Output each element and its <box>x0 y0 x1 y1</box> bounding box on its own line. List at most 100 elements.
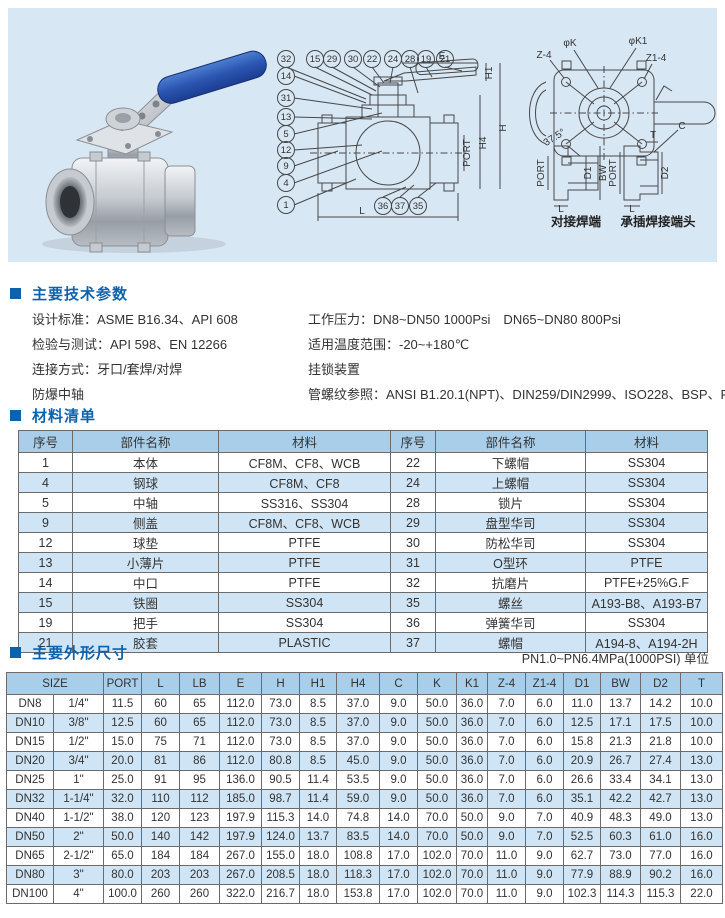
table-cell: 70.0 <box>417 808 457 828</box>
table-cell: 71 <box>179 732 220 752</box>
table-cell: 27.4 <box>640 751 681 771</box>
table-cell: 17.0 <box>379 846 418 866</box>
table-cell: 50.0 <box>417 694 457 714</box>
table-row: DN15 1/2" 15.0 75 71 112.0 73.0 8.5 37.0 9.0 50.0 3… <box>6 732 723 752</box>
table-cell: 14 <box>18 572 73 593</box>
table-row: DN32 1-1/4" 32.0 110 112 185.0 98.7 11.4 59.0 9.0… <box>6 789 723 809</box>
tech-params-section-header: 主要技术参数 <box>10 284 128 303</box>
table-row: 14 中口 PTFE 32 抗磨片 PTFE+25%G.F <box>18 572 708 593</box>
param-item: 工作压力：DN8~DN50 1000Psi DN65~DN80 800Psi <box>308 312 621 327</box>
table-cell: 11.0 <box>487 884 526 904</box>
table-cell: 13.0 <box>680 789 723 809</box>
table-cell: 50.0 <box>417 732 457 752</box>
table-cell: 36 <box>390 612 436 633</box>
table-cell: 260 <box>179 884 220 904</box>
table-cell: 77.9 <box>563 865 601 885</box>
table-cell: CF8M、CF8、WCB <box>218 512 391 533</box>
dim-label-h1: H1 <box>484 66 495 79</box>
table-cell: 13.7 <box>600 694 641 714</box>
dim-label-bw: BW <box>598 164 609 181</box>
header-cell: 部件名称 <box>72 430 219 453</box>
table-row: DN50 2" 50.0 140 142 197.9 124.0 13.7 83.5 14.0 70… <box>6 827 723 847</box>
table-cell: 112 <box>179 789 220 809</box>
table-cell: 11.0 <box>563 694 601 714</box>
table-cell: 7.0 <box>487 770 526 790</box>
table-cell: 17.0 <box>379 884 418 904</box>
table-cell: 95 <box>179 770 220 790</box>
table-cell: 25.0 <box>103 770 142 790</box>
table-cell: SS316、SS304 <box>218 492 391 513</box>
table-cell: 74.8 <box>336 808 380 828</box>
table-cell: 22.0 <box>680 884 723 904</box>
header-cell: 材料 <box>218 430 391 453</box>
param-item: 适用温度范围：-20~+180℃ <box>308 337 470 352</box>
header-cell: 部件名称 <box>435 430 586 453</box>
table-cell: 9 <box>18 512 73 533</box>
table-cell: DN65 <box>6 846 54 866</box>
section-title: 主要外形尺寸 <box>32 644 129 662</box>
table-cell: 盘型华司 <box>435 512 586 533</box>
table-cell: 31 <box>390 552 436 573</box>
table-cell: 37.0 <box>336 732 380 752</box>
table-cell: SS304 <box>585 492 708 513</box>
table-cell: 12.5 <box>563 713 601 733</box>
table-cell: 90.5 <box>261 770 300 790</box>
table-cell: 73.0 <box>261 694 300 714</box>
table-row: DN20 3/4" 20.0 81 86 112.0 80.8 8.5 45.0 9.0 50.0 3… <box>6 751 723 771</box>
param-item: 连接方式：牙口/套焊/对焊 <box>32 362 183 377</box>
table-cell: 124.0 <box>261 827 300 847</box>
dim-label-d1: D1 <box>583 166 594 179</box>
table-cell: 140 <box>141 827 180 847</box>
table-cell: 45.0 <box>336 751 380 771</box>
part-callout: 1 <box>283 200 288 211</box>
table-row: DN100 4" 100.0 260 260 322.0 216.7 18.0 153.8 17.… <box>6 884 723 904</box>
part-callout: 31 <box>281 93 292 104</box>
table-cell: 112.0 <box>219 694 262 714</box>
table-cell: 9.0 <box>379 789 418 809</box>
table-cell: 1/4" <box>53 694 104 714</box>
table-cell: PTFE <box>218 572 391 593</box>
product-hero: 32 15 29 30 22 24 28 19 21 14 31 13 5 12… <box>8 8 717 262</box>
table-cell: 70.0 <box>456 865 488 885</box>
table-row: 19 把手 SS304 36 弹簧华司 SS304 <box>18 612 708 633</box>
table-cell: 110 <box>141 789 180 809</box>
table-cell: 21 <box>18 632 73 653</box>
table-cell: 9.0 <box>379 694 418 714</box>
table-cell: 60 <box>141 713 180 733</box>
dim-label-c: C <box>678 121 685 132</box>
table-cell: 8.5 <box>299 751 337 771</box>
table-cell: 42.2 <box>600 789 641 809</box>
table-cell: 螺丝 <box>435 592 586 613</box>
table-cell: 13.0 <box>680 808 723 828</box>
part-callout: 28 <box>405 54 416 65</box>
table-cell: 14.2 <box>640 694 681 714</box>
header-cell: Z1-4 <box>525 672 564 695</box>
table-cell: 40.9 <box>563 808 601 828</box>
table-cell: 50.0 <box>417 770 457 790</box>
table-cell: 17.1 <box>600 713 641 733</box>
table-row: DN10 3/8" 12.5 60 65 112.0 73.0 8.5 37.0 9.0 50.0 3… <box>6 713 723 733</box>
table-cell: 13.0 <box>680 770 723 790</box>
header-cell: H1 <box>299 672 337 695</box>
table-cell: 38.0 <box>103 808 142 828</box>
part-callout: 21 <box>440 54 451 65</box>
part-callout: 13 <box>281 112 292 123</box>
table-cell: 15 <box>18 592 73 613</box>
table-cell: 48.3 <box>600 808 641 828</box>
part-callout: 24 <box>388 54 399 65</box>
table-row: 1 本体 CF8M、CF8、WCB 22 下螺帽 SS304 <box>18 452 708 473</box>
table-cell: 10.0 <box>680 732 723 752</box>
part-callout: 19 <box>421 54 432 65</box>
valve-body <box>45 107 196 253</box>
table-cell: 4" <box>53 884 104 904</box>
table-cell: 50.0 <box>417 713 457 733</box>
table-cell: 28 <box>390 492 436 513</box>
table-cell: 19 <box>18 612 73 633</box>
header-cell: K <box>417 672 457 695</box>
table-cell: 115.3 <box>261 808 300 828</box>
table-cell: 7.0 <box>525 827 564 847</box>
table-cell: 本体 <box>72 452 219 473</box>
header-cell: D2 <box>640 672 681 695</box>
table-cell: 123 <box>179 808 220 828</box>
table-cell: 9.0 <box>487 827 526 847</box>
